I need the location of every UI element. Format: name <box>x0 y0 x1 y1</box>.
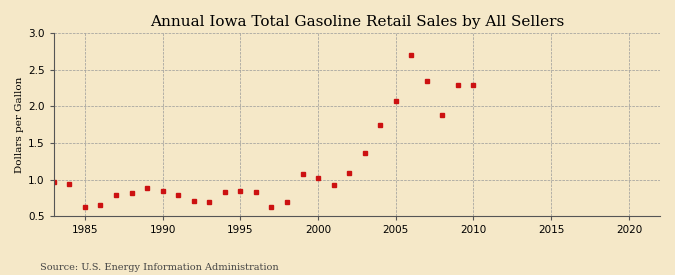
Text: Source: U.S. Energy Information Administration: Source: U.S. Energy Information Administ… <box>40 263 279 272</box>
Y-axis label: Dollars per Gallon: Dollars per Gallon <box>15 76 24 173</box>
Title: Annual Iowa Total Gasoline Retail Sales by All Sellers: Annual Iowa Total Gasoline Retail Sales … <box>150 15 564 29</box>
